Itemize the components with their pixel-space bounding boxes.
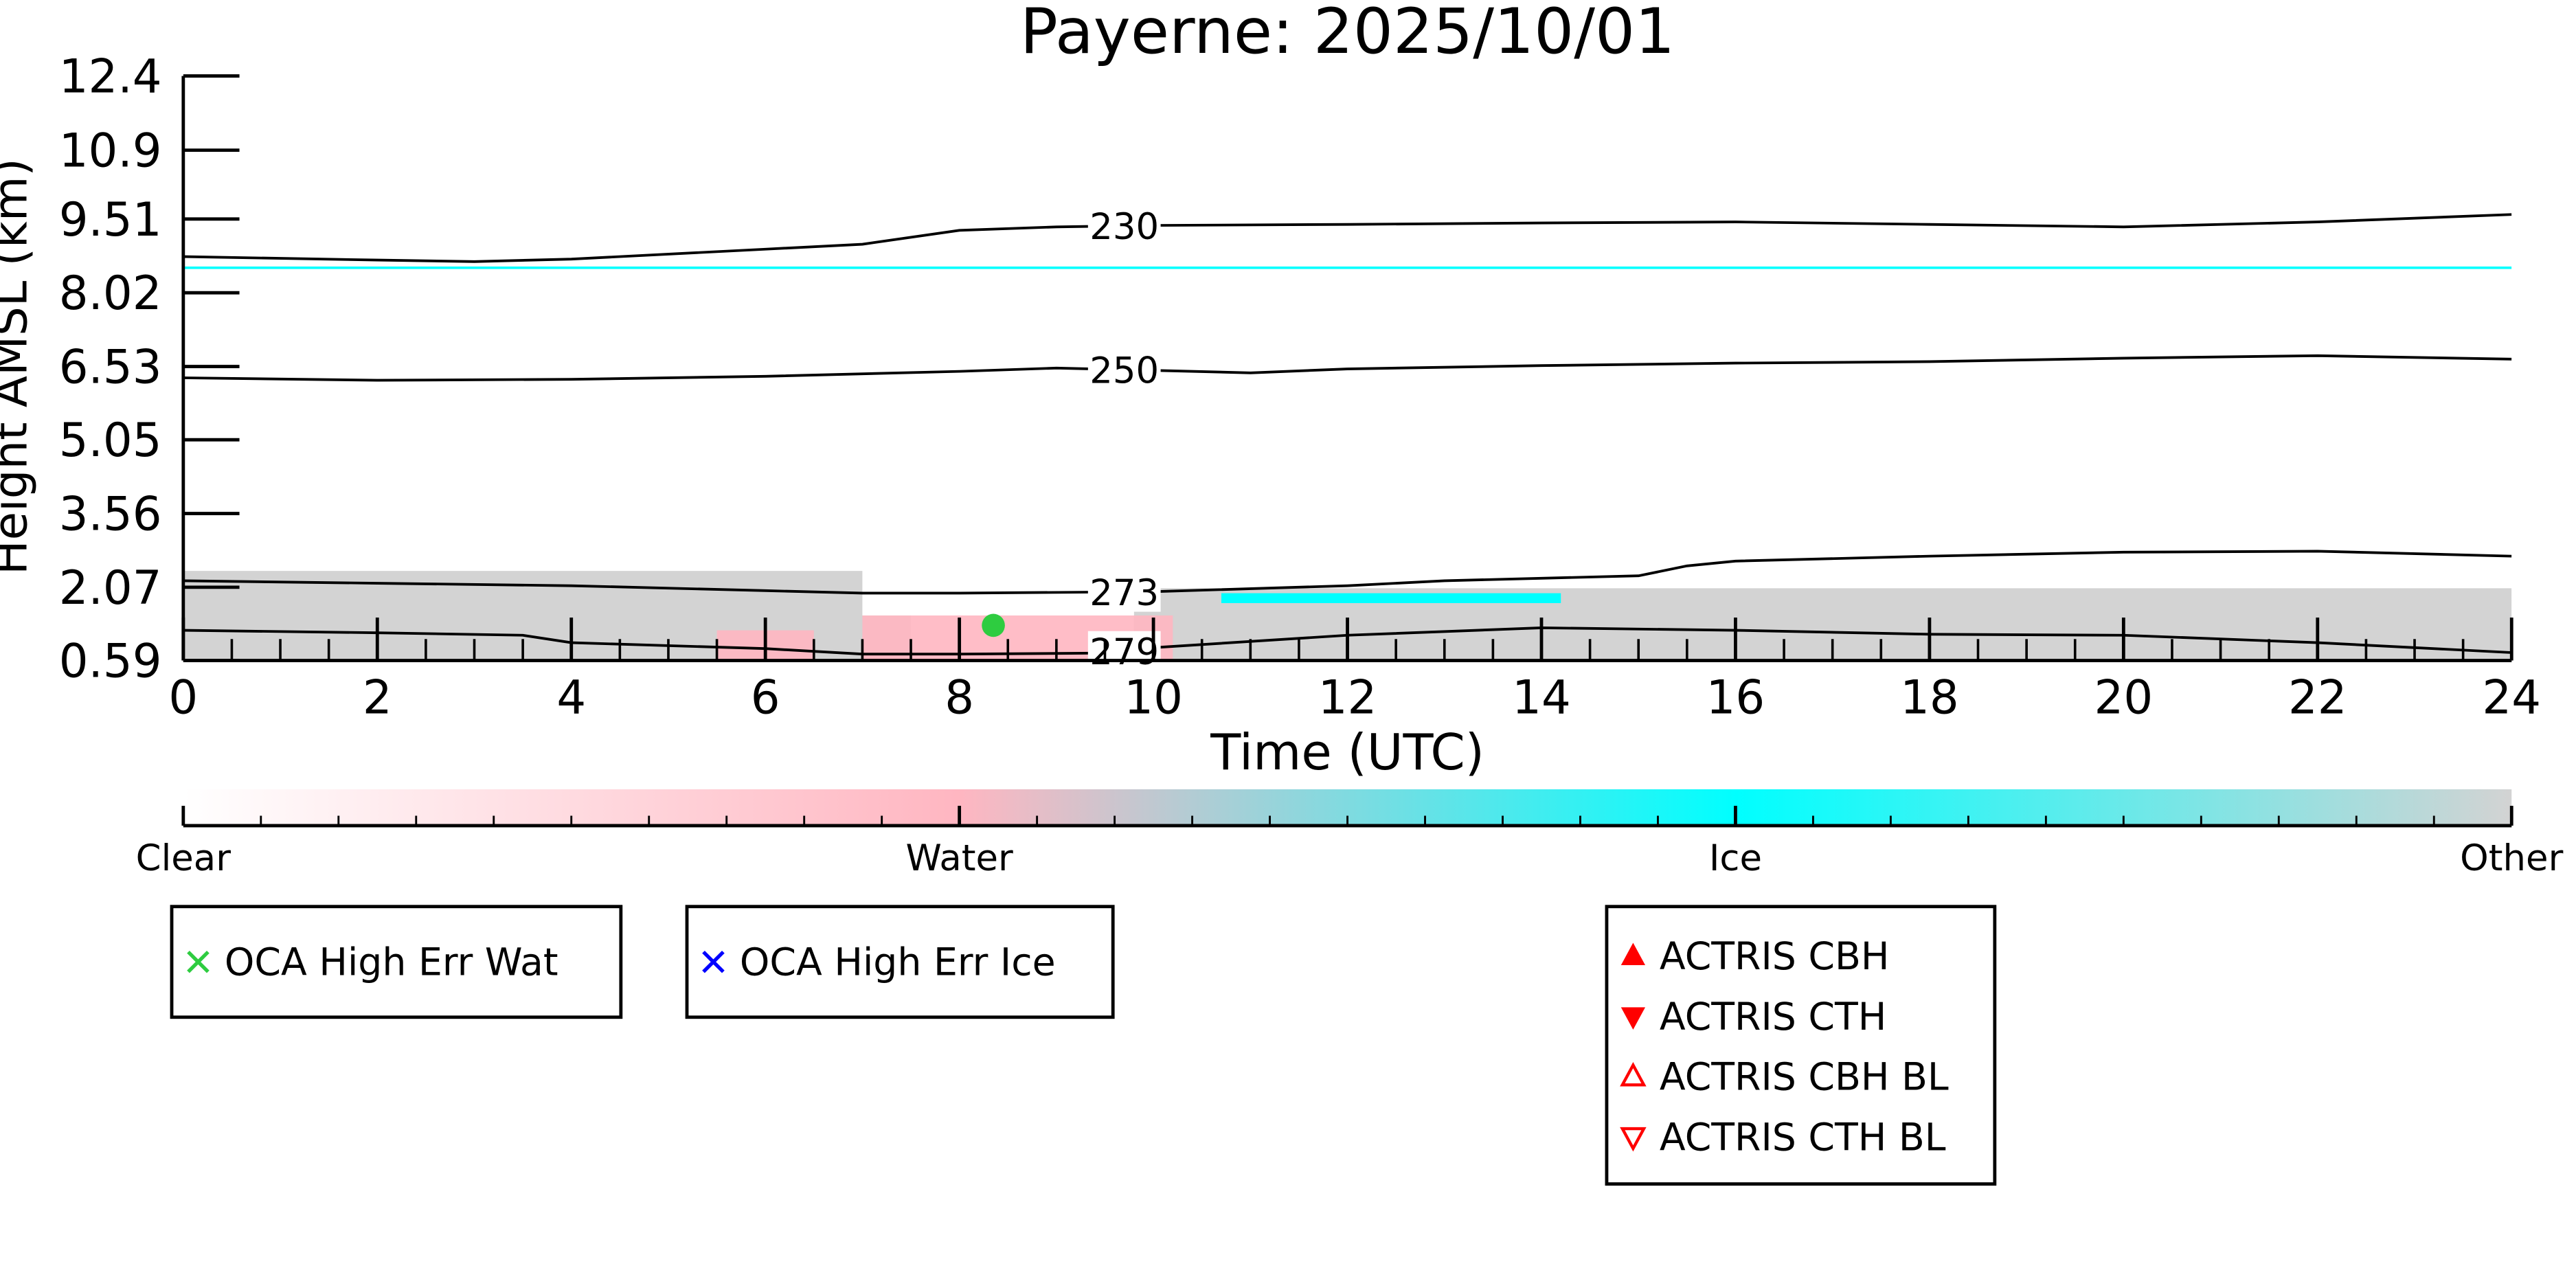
x-tick-label: 12: [1318, 670, 1377, 724]
phase-region-ice: [1221, 593, 1561, 603]
isotherm-label-bg: [1087, 350, 1161, 390]
legend-entry-label: ACTRIS CTH BL: [1660, 1116, 1946, 1160]
legend-entry-label: OCA High Err Wat: [225, 940, 558, 984]
x-tick-label: 24: [2482, 670, 2541, 724]
legend-entry-label: OCA High Err Ice: [740, 940, 1056, 984]
legend-entry-label: ACTRIS CBH BL: [1660, 1056, 1949, 1100]
isotherm-label-279: 279: [1089, 631, 1159, 673]
legend-box-3: ACTRIS CBH ACTRIS CTH ACTRIS CBH BL ACTRIS …: [1605, 905, 1997, 1186]
isotherm-label-273: 273: [1089, 572, 1159, 614]
x-tick-label: 14: [1512, 670, 1571, 724]
legend-triangle-marker: [1620, 1007, 1646, 1030]
y-tick-label: 9.51: [59, 193, 162, 247]
y-tick-label: 8.02: [59, 267, 162, 320]
colorbar-label-other: Other: [2460, 837, 2563, 879]
y-tick-label: 12.4: [59, 50, 162, 104]
legends: OCA High Err Wat OCA High Err Ice ACTRIS C…: [170, 905, 1997, 1186]
legend-box-1: OCA High Err Wat: [170, 905, 623, 1019]
colorbar-label-clear: Clear: [136, 837, 231, 879]
isotherm-label-230: 230: [1089, 206, 1159, 248]
isotherm-line-250: [183, 354, 2512, 382]
legend-frame: [685, 905, 1115, 1019]
y-tick-label: 10.9: [59, 124, 162, 178]
colorbar: Clear Water Ice Other: [136, 789, 2564, 879]
x-tick-label: 18: [1900, 670, 1959, 724]
x-ticks: 0 2 4 6 8 10 12 14 16 18 20 22 24: [168, 618, 2541, 724]
isotherm-label-bg: [1087, 205, 1161, 246]
y-tick-label: 2.07: [59, 561, 162, 615]
x-tick-label: 0: [168, 670, 198, 724]
x-tick-label: 8: [945, 670, 974, 724]
x-tick-label: 16: [1706, 670, 1765, 724]
y-tick-label: 3.56: [59, 488, 162, 541]
isotherm-labels: 230 250 273 279: [1087, 205, 1161, 673]
markers: [982, 613, 1005, 637]
x-tick-label: 4: [556, 670, 586, 724]
legend-entry-label: ACTRIS CTH: [1660, 995, 1886, 1039]
legend-entry-label: ACTRIS CBH: [1660, 935, 1890, 979]
isotherm-label-bg: [1087, 631, 1161, 671]
colorbar-label-ice: Ice: [1709, 837, 1762, 879]
oca-high-err-wat-marker: [982, 613, 1005, 637]
colorbar-ticks: [181, 806, 2513, 826]
legend-triangle-marker: [1620, 1061, 1647, 1087]
colorbar-labels: Clear Water Ice Other: [136, 837, 2564, 879]
isotherm-line-230: [183, 213, 2512, 263]
isotherm-line-273: [183, 550, 2512, 595]
y-tick-label: 0.59: [59, 635, 162, 688]
x-tick-label: 22: [2288, 670, 2347, 724]
x-axis-label: Time (UTC): [1210, 724, 1484, 782]
legend-frame: [170, 905, 623, 1019]
legend-box-2: OCA High Err Ice: [685, 905, 1115, 1019]
plot-area: [183, 213, 2512, 661]
y-tick-label: 6.53: [59, 341, 162, 394]
legend-x-marker: [702, 950, 725, 973]
y-ticks: 0.59 2.07 3.56 5.05 6.53 8.02 9.51 10.9 12.4: [59, 50, 240, 688]
x-tick-label: 2: [363, 670, 392, 724]
legend-triangle-marker: [1620, 942, 1646, 966]
phase-regions: [183, 266, 2512, 661]
x-tick-label: 6: [751, 670, 780, 724]
x-tick-label: 10: [1124, 670, 1183, 724]
colorbar-label-water: Water: [905, 837, 1013, 879]
chart-title: Payerne: 2025/10/01: [1020, 0, 1675, 68]
isotherm-label-bg: [1087, 572, 1161, 612]
legend-x-marker: [187, 950, 210, 973]
isotherm-label-250: 250: [1089, 350, 1159, 392]
legend-triangle-marker: [1620, 1127, 1647, 1152]
phase-region-ice: [183, 266, 2512, 269]
y-tick-label: 5.05: [59, 414, 162, 467]
legend-frame: [1605, 905, 1997, 1186]
x-tick-label: 20: [2094, 670, 2154, 724]
y-axis-label: Height AMSL (km): [0, 158, 37, 575]
